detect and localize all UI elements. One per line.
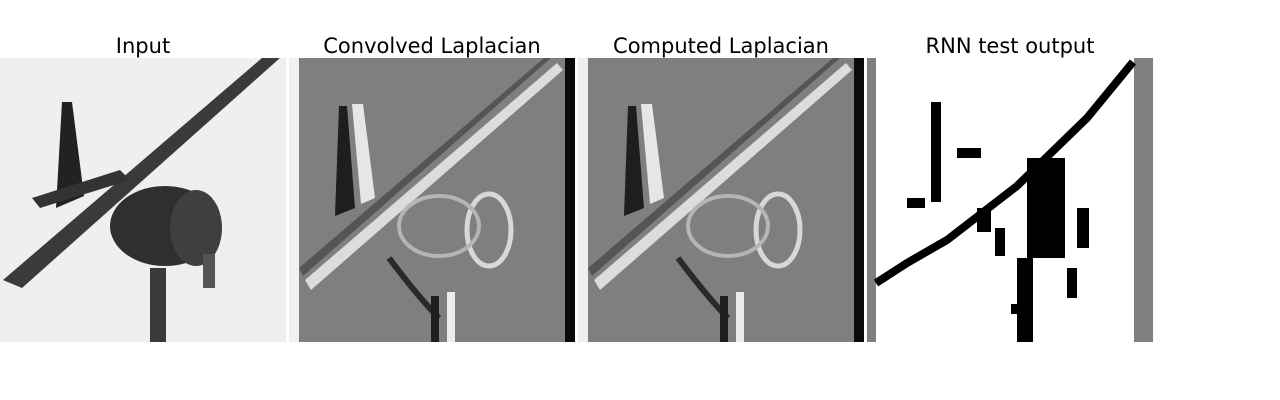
input-panel: Input <box>0 0 286 342</box>
binary-fragment <box>907 198 925 208</box>
computed-laplacian-image <box>578 58 864 342</box>
laplacian-tail-dark <box>335 106 355 216</box>
airplane-landing-gear <box>150 268 166 342</box>
laplacian-right-edge-dark <box>854 58 864 342</box>
laplacian-wing-edge-light <box>305 63 563 290</box>
laplacian-gear-light <box>736 292 744 342</box>
airplane-engine-cowling <box>170 190 222 266</box>
airplane-wheel-strut <box>203 254 215 288</box>
binary-fragment <box>995 228 1005 256</box>
computed-laplacian-title: Computed Laplacian <box>613 34 829 58</box>
input-title: Input <box>115 34 171 58</box>
binary-left-border <box>867 58 876 342</box>
binary-right-border <box>1134 58 1153 342</box>
laplacian-right-edge-dark <box>565 58 575 342</box>
binary-fuselage-blob <box>1027 158 1065 258</box>
convolved-laplacian-title: Convolved Laplacian <box>323 34 541 58</box>
airplane-tail-fin <box>56 102 84 208</box>
laplacian-engine-ring <box>753 191 803 269</box>
airplane-tail-plane <box>32 170 130 208</box>
convolved-laplacian-image <box>289 58 575 342</box>
laplacian-tail-dark <box>624 106 644 216</box>
binary-fragment <box>1077 208 1089 248</box>
laplacian-gear-dark <box>720 296 728 342</box>
laplacian-fuselage-ring <box>686 194 770 258</box>
laplacian-left-edge <box>578 58 588 342</box>
rnn-output-image <box>867 58 1153 342</box>
binary-tail-fin <box>931 102 941 202</box>
airplane-wing <box>3 58 280 288</box>
input-image <box>0 58 286 342</box>
computed-laplacian-panel: Computed Laplacian <box>578 0 864 342</box>
laplacian-tail-light <box>352 104 375 204</box>
laplacian-wing-edge-dark <box>299 58 551 276</box>
binary-fragment <box>1067 268 1077 298</box>
laplacian-wing-edge-light <box>594 63 852 290</box>
airplane-silhouette <box>3 58 280 342</box>
rnn-output-title: RNN test output <box>925 34 1095 58</box>
convolved-laplacian-panel: Convolved Laplacian <box>289 0 575 342</box>
binary-tail-plane <box>957 148 981 158</box>
laplacian-tail-light <box>641 104 664 204</box>
laplacian-gear-dark <box>431 296 439 342</box>
laplacian-engine-ring <box>464 191 514 269</box>
laplacian-wing-edge-dark <box>588 58 840 276</box>
laplacian-left-edge <box>289 58 299 342</box>
binary-fragment <box>1011 304 1023 314</box>
laplacian-gear-light <box>447 292 455 342</box>
rnn-output-panel: RNN test output <box>867 0 1153 342</box>
laplacian-fuselage-ring <box>397 194 481 258</box>
binary-gear <box>1017 258 1033 342</box>
binary-fragment <box>977 208 991 232</box>
